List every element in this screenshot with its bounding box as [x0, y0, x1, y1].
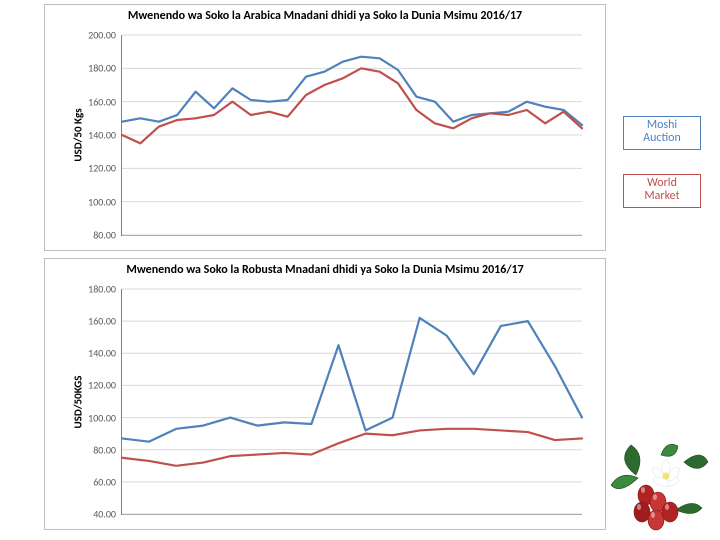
chart2-ytick: 120.00: [88, 379, 116, 392]
chart1-ytick: 140.00: [88, 129, 116, 142]
arabica-chart-title: Mwenendo wa Soko la Arabica Mnadani dhid…: [45, 9, 605, 23]
arabica-chart: Mwenendo wa Soko la Arabica Mnadani dhid…: [44, 4, 606, 251]
chart2-ytick: 180.00: [88, 283, 116, 296]
chart1-ytick: 80.00: [93, 229, 116, 242]
chart2-ytick: 140.00: [88, 347, 116, 360]
arabica-plot-area: USD/50 Kgs 80.00100.00120.00140.00160.00…: [121, 35, 582, 236]
robusta-plot-svg: [122, 289, 582, 514]
chart2-ytick: 80.00: [93, 443, 116, 456]
chart2-ytick: 60.00: [93, 475, 116, 488]
arabica-y-axis-label: USD/50 Kgs: [72, 108, 85, 161]
legend-moshi-auction: Moshi Auction: [623, 116, 701, 150]
chart1-ytick: 120.00: [88, 162, 116, 175]
robusta-y-axis-label: USD/50KGS: [72, 375, 85, 428]
chart1-ytick: 180.00: [88, 62, 116, 75]
chart1-ytick: 200.00: [88, 29, 116, 42]
legend-world-market-label: World Market: [644, 176, 679, 203]
chart2-ytick: 100.00: [88, 411, 116, 424]
chart2-ytick: 40.00: [93, 508, 116, 521]
robusta-chart-title: Mwenendo wa Soko la Robusta Mnadani dhid…: [45, 263, 605, 277]
page: Mwenendo wa Soko la Arabica Mnadani dhid…: [0, 0, 720, 540]
robusta-plot-area: USD/50KGS 40.0060.0080.00100.00120.00140…: [121, 289, 582, 515]
arabica-plot-svg: [122, 35, 582, 235]
chart2-ytick: 160.00: [88, 315, 116, 328]
legend-moshi-auction-label: Moshi Auction: [643, 118, 681, 145]
chart1-ytick: 160.00: [88, 95, 116, 108]
robusta-chart: Mwenendo wa Soko la Robusta Mnadani dhid…: [44, 258, 606, 530]
legend-world-market: World Market: [623, 174, 701, 208]
chart1-ytick: 100.00: [88, 195, 116, 208]
coffee-plant-icon: [606, 440, 716, 535]
